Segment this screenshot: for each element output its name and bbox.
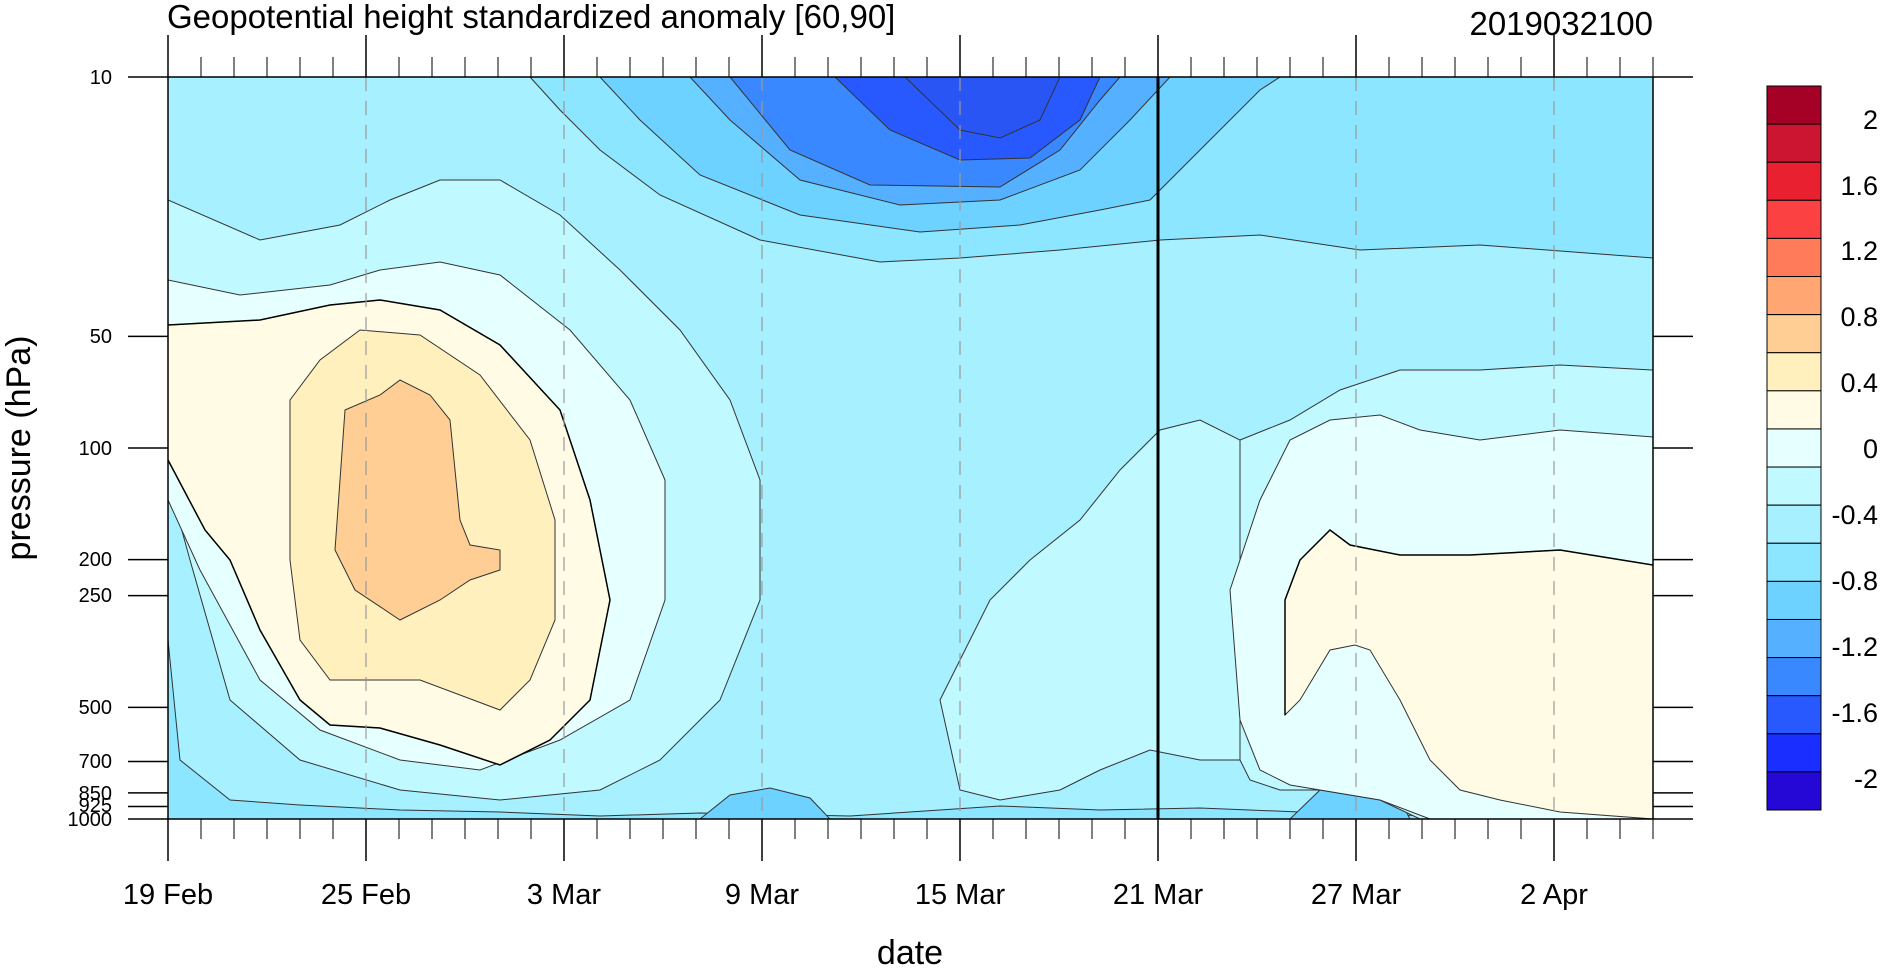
x-axis-title: date — [877, 934, 943, 969]
y-axis-title: pressure (hPa) — [0, 336, 38, 561]
y-tick-label: 700 — [79, 751, 112, 773]
colorbar-swatch — [1766, 390, 1822, 430]
colorbar-label: -2 — [1854, 764, 1878, 794]
y-tick-label: 50 — [90, 326, 112, 348]
colorbar-label: -1.6 — [1831, 698, 1878, 728]
colorbar-swatch — [1766, 504, 1822, 544]
x-tick-label: 27 Mar — [1311, 879, 1402, 911]
colorbar-label: 1.6 — [1840, 171, 1878, 201]
y-tick-label: 500 — [79, 697, 112, 719]
x-tick-label: 2 Apr — [1520, 879, 1588, 911]
band-upper-blue-4 — [904, 77, 1061, 139]
colorbar-swatch — [1766, 199, 1822, 239]
contour-field — [168, 77, 1653, 819]
colorbar-swatch — [1766, 352, 1822, 392]
colorbar-swatch — [1766, 542, 1822, 582]
colorbar-label: -0.4 — [1831, 500, 1878, 530]
colorbar-swatch — [1766, 276, 1822, 316]
band-left-pos-2 — [334, 379, 501, 621]
colorbar-labels: 2 1.6 1.2 0.8 0.4 0 -0.4 -0.8 -1.2 -1.6 … — [1831, 105, 1878, 794]
x-tick-labels: 19 Feb 25 Feb 3 Mar 9 Mar 15 Mar 21 Mar … — [123, 879, 1588, 911]
colorbar-swatch — [1766, 85, 1822, 125]
colorbar-label: 1.2 — [1840, 236, 1878, 266]
x-tick-label: 19 Feb — [123, 879, 213, 911]
band-lower-blue — [699, 787, 831, 819]
chart-title: Geopotential height standardized anomaly… — [167, 0, 895, 35]
colorbar-swatch — [1766, 466, 1822, 506]
colorbar-swatch — [1766, 733, 1822, 773]
x-major-ticks — [167, 35, 1555, 861]
colorbar-swatch — [1766, 428, 1822, 468]
colorbar-swatch — [1766, 771, 1822, 811]
colorbar-label: -0.8 — [1831, 566, 1878, 596]
colorbar-label: 0.4 — [1840, 368, 1878, 398]
colorbar-label: 2 — [1863, 105, 1878, 135]
x-tick-label: 9 Mar — [725, 879, 799, 911]
y-tick-label: 850 — [79, 783, 112, 805]
y-tick-label: 1000 — [68, 809, 113, 831]
y-tick-labels: 10 50 100 200 250 500 700 850 925 1000 — [68, 67, 113, 831]
x-tick-label: 15 Mar — [915, 879, 1006, 911]
x-minor-ticks — [200, 57, 1654, 839]
colorbar-swatch — [1766, 237, 1822, 278]
colorbar — [1766, 85, 1822, 811]
y-tick-label: 925 — [79, 795, 112, 817]
contour-line-zero-right — [1284, 529, 1653, 715]
colorbar-swatch — [1766, 161, 1822, 201]
colorbar-swatch — [1766, 657, 1822, 697]
colorbar-swatch — [1766, 695, 1822, 735]
y-tick-label: 100 — [79, 438, 112, 460]
x-tick-label: 21 Mar — [1113, 879, 1204, 911]
x-tick-label: 3 Mar — [527, 879, 601, 911]
colorbar-swatch — [1766, 123, 1822, 163]
y-tick-label: 200 — [79, 549, 112, 571]
colorbar-swatch — [1766, 618, 1822, 659]
y-tick-label: 250 — [79, 585, 112, 607]
x-tick-label: 25 Feb — [321, 879, 411, 911]
y-tick-label: 10 — [90, 67, 112, 89]
colorbar-swatch — [1766, 314, 1822, 354]
y-ticks — [128, 76, 1693, 820]
colorbar-label: 0 — [1863, 434, 1878, 464]
contour-line-zero-left — [168, 299, 611, 766]
colorbar-label: 0.8 — [1840, 302, 1878, 332]
colorbar-swatch — [1766, 580, 1822, 620]
colorbar-label: -1.2 — [1831, 632, 1878, 662]
chart-subtitle: 2019032100 — [1469, 5, 1653, 42]
